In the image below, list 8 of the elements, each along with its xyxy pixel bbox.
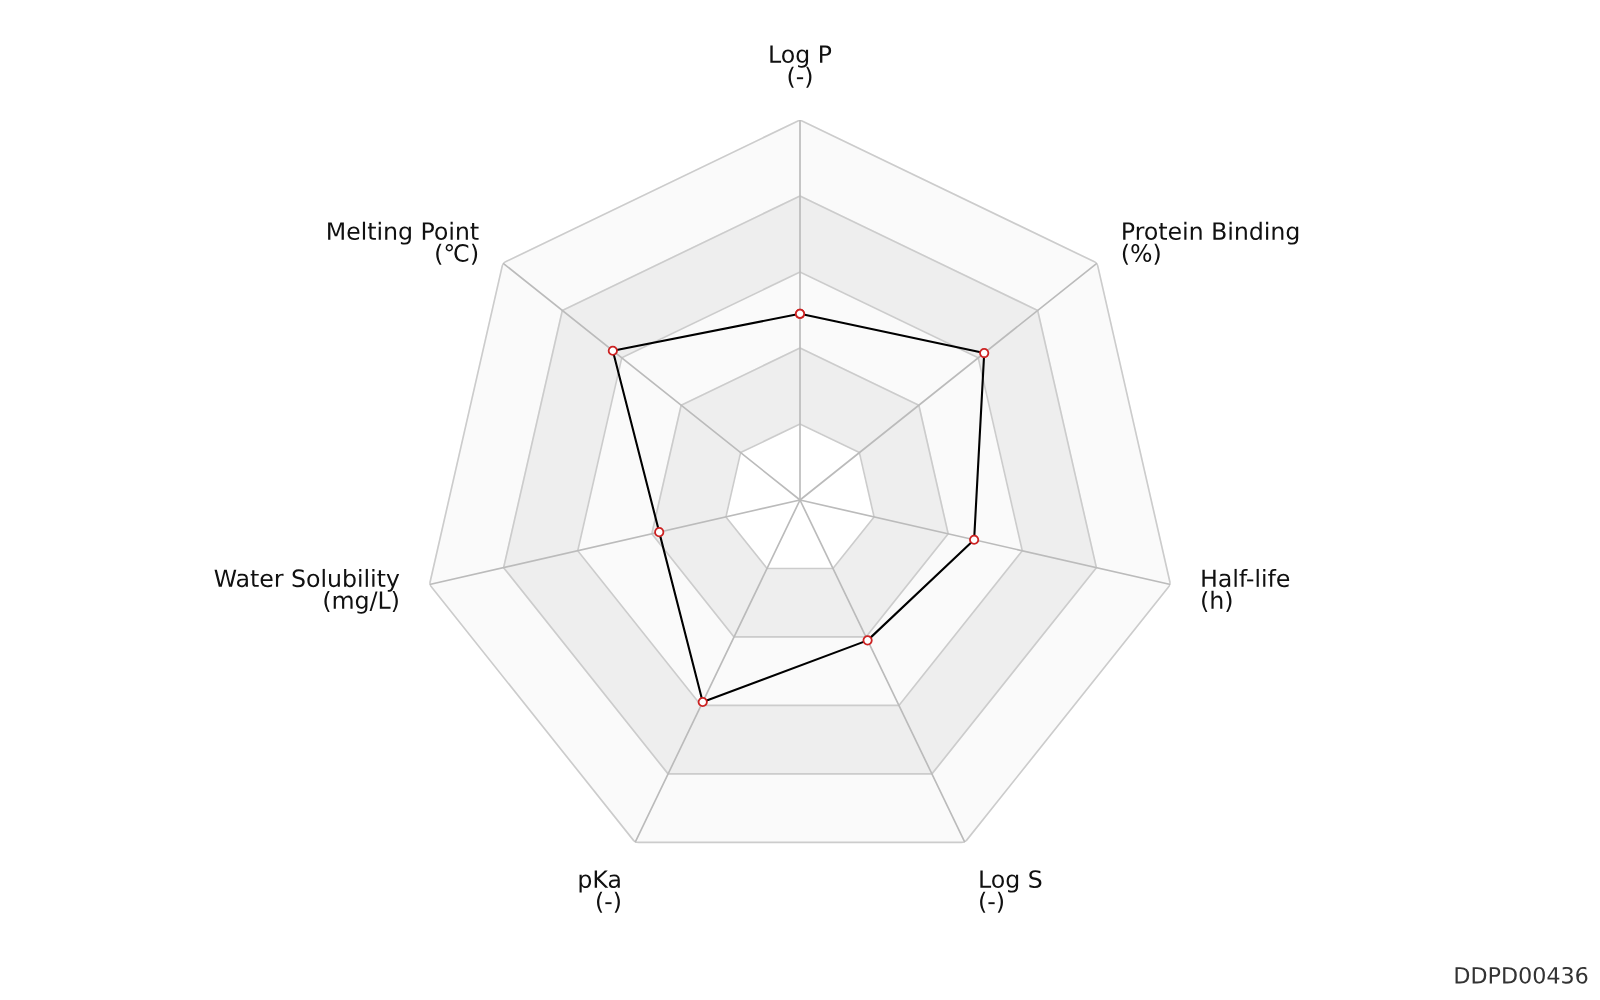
- spoke-label: Water Solubility (mg/L): [214, 568, 400, 614]
- spoke-label: Half-life (h): [1202, 568, 1290, 612]
- spoke-label: pKa (-): [579, 870, 620, 913]
- spoke-label: Melting Point (℃): [328, 221, 479, 265]
- spoke-label: Protein Binding (%): [1122, 221, 1299, 265]
- spoke-label: Log P (-): [770, 45, 832, 88]
- text: DDPD00436: [1455, 966, 1588, 984]
- spoke-label: Log S (-): [980, 870, 1042, 913]
